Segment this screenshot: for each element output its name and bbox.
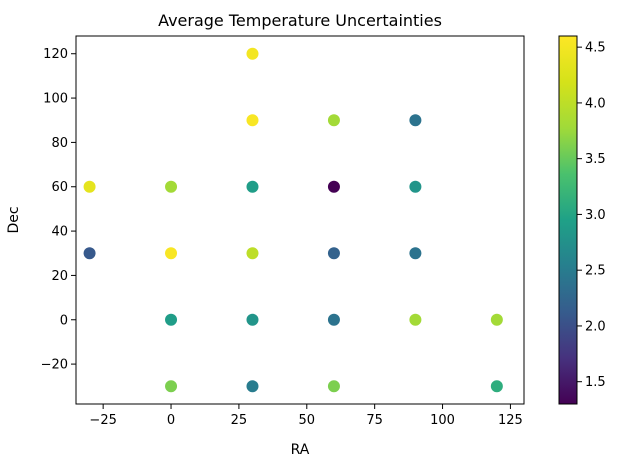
scatter-point	[165, 180, 178, 193]
scatter-point	[409, 180, 422, 193]
colorbar	[558, 35, 578, 405]
colorbar-tick-label: 4.5	[585, 41, 606, 56]
scatter-point	[327, 313, 340, 326]
y-tick-label: 0	[60, 313, 68, 328]
scatter-point	[327, 114, 340, 127]
x-tick-label: 0	[167, 413, 175, 428]
colorbar-ticks: 1.5 2.0 2.5 3.0 3.5 4.0 4.5	[577, 41, 606, 390]
scatter-point	[246, 380, 259, 393]
x-axis-ticks: −25 0 25 50 75 100 125	[89, 404, 523, 428]
scatter-point	[490, 313, 503, 326]
y-tick-label: 20	[51, 269, 68, 284]
colorbar-tick-label: 2.0	[585, 319, 606, 334]
y-tick-label: 120	[43, 47, 68, 62]
scatter-point	[165, 380, 178, 393]
scatter-point	[165, 313, 178, 326]
scatter-point	[83, 180, 96, 193]
colorbar-tick-label: 3.0	[585, 208, 606, 223]
scatter-point	[409, 114, 422, 127]
scatter-point	[165, 247, 178, 260]
chart-title: Average Temperature Uncertainties	[158, 11, 442, 30]
y-axis-label: Dec	[6, 206, 22, 233]
scatter-point	[327, 247, 340, 260]
scatter-point	[246, 247, 259, 260]
x-tick-label: −25	[89, 413, 116, 428]
colorbar-tick-label: 2.5	[585, 264, 606, 279]
scatter-point	[327, 380, 340, 393]
colorbar-tick-label: 1.5	[585, 375, 606, 390]
colorbar-tick-label: 4.0	[585, 96, 606, 111]
x-tick-label: 75	[366, 413, 383, 428]
scatter-points	[83, 47, 503, 393]
y-tick-label: −20	[41, 358, 68, 373]
y-tick-label: 60	[51, 180, 68, 195]
x-axis-label: RA	[291, 442, 310, 458]
y-axis-ticks: −20 0 20 40 60 80 100 120	[41, 47, 76, 373]
scatter-point	[246, 47, 259, 60]
x-tick-label: 125	[498, 413, 523, 428]
scatter-point	[409, 313, 422, 326]
colorbar-tick-label: 3.5	[585, 152, 606, 167]
y-tick-label: 80	[51, 136, 68, 151]
scatter-point	[490, 380, 503, 393]
scatter-point	[83, 247, 96, 260]
y-tick-label: 40	[51, 225, 68, 240]
scatter-point	[409, 247, 422, 260]
plot-frame	[75, 35, 525, 405]
x-tick-label: 100	[430, 413, 455, 428]
x-tick-label: 50	[299, 413, 316, 428]
x-tick-label: 25	[231, 413, 248, 428]
scatter-point	[246, 180, 259, 193]
scatter-point	[246, 313, 259, 326]
scatter-point	[246, 114, 259, 127]
scatter-point	[327, 180, 340, 193]
y-tick-label: 100	[43, 92, 68, 107]
